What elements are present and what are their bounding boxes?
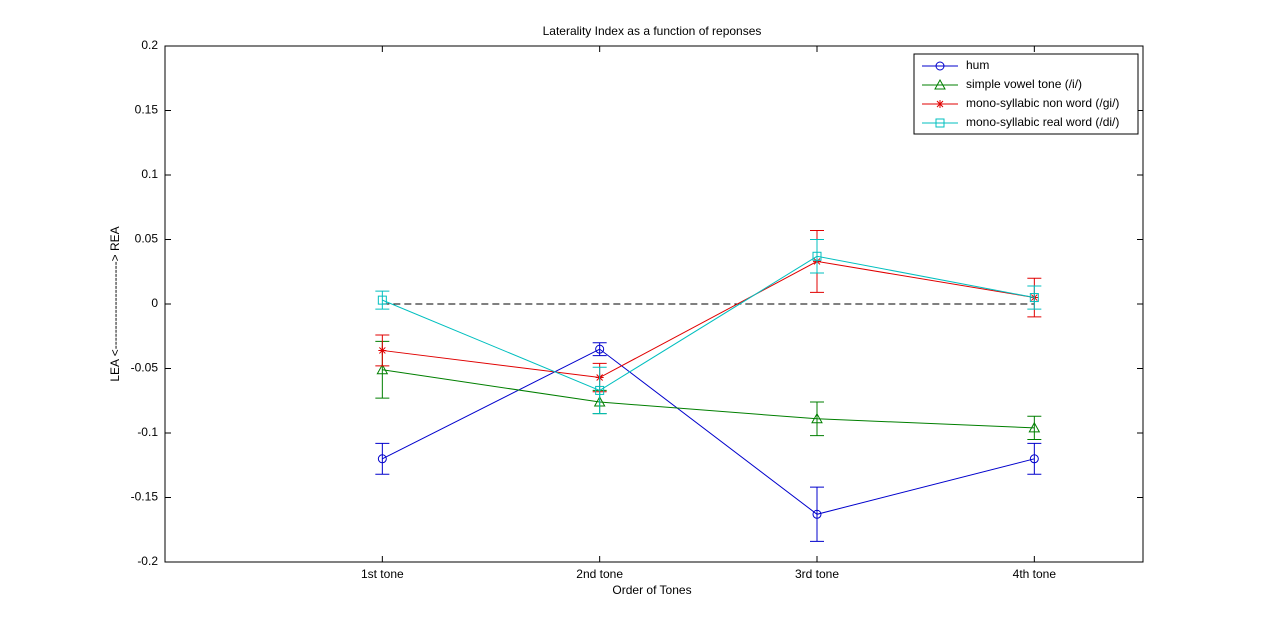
x-tick-label: 1st tone — [361, 567, 404, 581]
y-tick-label: 0.15 — [135, 103, 159, 117]
y-tick-label: 0.2 — [141, 38, 158, 52]
marker — [376, 363, 389, 375]
error-bar — [592, 342, 607, 357]
marker — [377, 295, 387, 305]
marker — [812, 251, 822, 261]
error-bar — [1027, 442, 1042, 475]
marker — [935, 61, 945, 71]
x-tick-label: 4th tone — [1013, 567, 1057, 581]
marker — [595, 344, 605, 354]
error-bar — [810, 401, 824, 437]
error-bar — [810, 486, 824, 542]
legend-box — [913, 53, 1139, 135]
y-axis-label: LEA <----------------------> REA — [108, 226, 122, 381]
marker — [811, 412, 823, 424]
legend-label: simple vowel tone (/i/) — [966, 77, 1082, 91]
series-line — [382, 369, 1035, 429]
series-line — [382, 255, 1035, 391]
marker — [935, 118, 945, 128]
y-tick-label: -0.1 — [137, 425, 158, 439]
series-line — [382, 348, 1035, 515]
x-tick-label: 3rd tone — [795, 567, 839, 581]
marker — [378, 346, 387, 355]
error-bar — [375, 442, 390, 475]
marker — [1028, 421, 1041, 433]
marker — [812, 509, 822, 519]
y-tick-label: -0.05 — [131, 361, 159, 375]
marker — [1029, 293, 1039, 303]
y-tick-label: -0.15 — [131, 490, 159, 504]
error-bar — [810, 239, 824, 274]
y-tick-label: 0 — [151, 296, 158, 310]
series-line — [382, 260, 1035, 379]
marker — [595, 385, 605, 395]
y-tick-label: 0.1 — [141, 167, 158, 181]
error-bar — [1027, 415, 1042, 440]
legend-label: hum — [966, 58, 989, 72]
marker — [934, 78, 946, 90]
error-bar — [592, 366, 607, 415]
y-tick-label: -0.2 — [137, 554, 158, 568]
x-axis-label: Order of Tones — [612, 583, 691, 597]
legend-label: mono-syllabic non word (/gi/) — [966, 96, 1119, 110]
marker — [1029, 454, 1039, 464]
marker — [377, 454, 387, 464]
chart-title: Laterality Index as a function of repons… — [543, 24, 762, 38]
x-tick-label: 2nd tone — [576, 567, 623, 581]
error-bar — [1027, 285, 1042, 310]
error-bar — [375, 290, 390, 310]
y-tick-label: 0.05 — [135, 232, 159, 246]
marker — [936, 100, 944, 108]
legend-label: mono-syllabic real word (/di/) — [966, 115, 1119, 129]
